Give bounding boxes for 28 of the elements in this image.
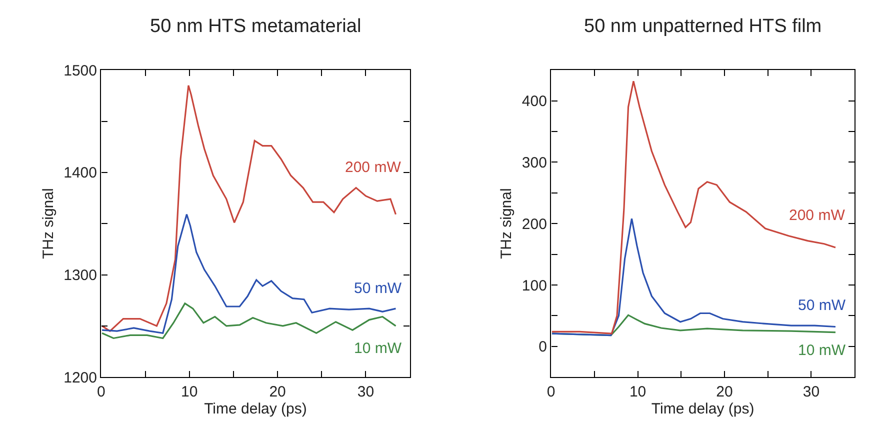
- series-label: 200 mW: [789, 207, 846, 224]
- x-tick-label: 10: [629, 383, 646, 400]
- series-label: 10 mW: [354, 340, 402, 357]
- x-tick-label: 10: [181, 383, 198, 400]
- y-tick-label: 1500: [64, 62, 97, 80]
- series-label: 50 mW: [354, 280, 402, 297]
- y-axis-title: THz signal: [498, 188, 516, 260]
- y-tick-label: 300: [522, 154, 547, 172]
- series-label: 10 mW: [798, 342, 846, 359]
- x-axis-title: Time delay (ps): [651, 400, 754, 418]
- y-axis-title: THz signal: [40, 188, 57, 260]
- y-tick-label: 1400: [64, 164, 97, 182]
- y-tick-label: 0: [538, 338, 547, 356]
- y-tick-label: 200: [522, 216, 547, 233]
- x-tick-label: 20: [716, 383, 733, 400]
- y-tick-label: 100: [522, 277, 547, 294]
- y-tick-label: 400: [522, 93, 547, 110]
- y-tick-label: 1200: [64, 369, 97, 386]
- chart-title: 50 nm unpatterned HTS film: [584, 16, 822, 37]
- x-tick-label: 20: [269, 383, 286, 400]
- series-label: 50 mW: [798, 297, 846, 314]
- y-tick-label: 1300: [64, 267, 97, 284]
- x-tick-label: 30: [802, 383, 820, 400]
- line-series: [101, 302, 397, 340]
- x-axis-title: Time delay (ps): [204, 400, 307, 418]
- series-label: 200 mW: [345, 159, 402, 176]
- x-tick-label: 30: [357, 383, 374, 400]
- chart-title: 50 nm HTS metamaterial: [150, 16, 362, 37]
